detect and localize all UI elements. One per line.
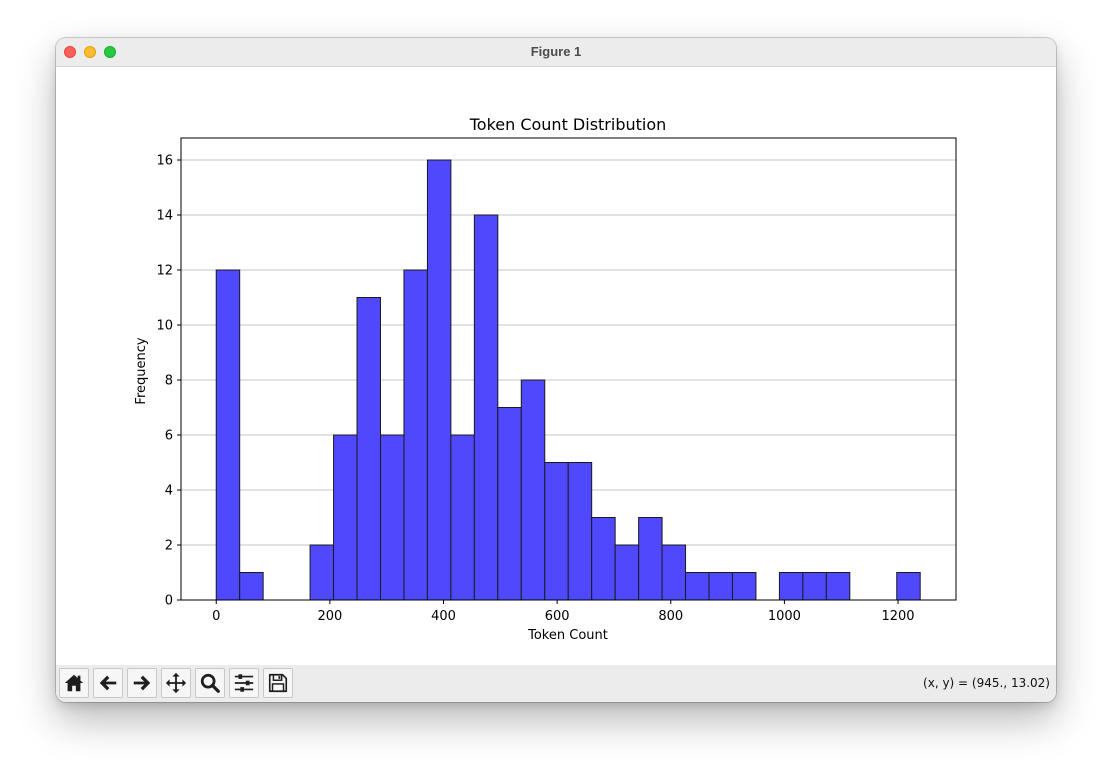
- save-button[interactable]: [263, 668, 293, 698]
- histogram-bar: [356, 297, 381, 601]
- y-tick-label: 6: [165, 429, 173, 444]
- minimize-window-button[interactable]: [84, 46, 96, 58]
- x-tick-label: 600: [545, 609, 570, 624]
- histogram-bar: [450, 434, 475, 601]
- y-tick-label: 16: [156, 154, 173, 169]
- pan-button[interactable]: [161, 668, 191, 698]
- histogram-bar: [379, 434, 405, 601]
- histogram-bar: [309, 544, 335, 601]
- y-axis-label: Frequency: [134, 337, 149, 404]
- y-tick-label: 8: [165, 374, 173, 389]
- histogram-bar: [708, 572, 733, 601]
- histogram-bar: [778, 572, 804, 601]
- y-tick-label: 4: [165, 484, 173, 499]
- histogram-bar: [403, 269, 428, 601]
- y-tick-label: 2: [165, 539, 173, 554]
- histogram-bar: [638, 517, 663, 601]
- histogram-bar: [497, 407, 522, 601]
- navigation-toolbar: (x, y) = (945., 13.02): [56, 665, 1056, 702]
- plot-frame: [180, 137, 957, 601]
- back-button[interactable]: [93, 668, 123, 698]
- cursor-coordinates: (x, y) = (945., 13.02): [923, 676, 1050, 690]
- histogram-bar: [426, 159, 452, 601]
- subplots-icon: [234, 674, 254, 692]
- zoom-button[interactable]: [195, 668, 225, 698]
- histogram-bar: [614, 544, 640, 601]
- back-arrow-icon: [99, 675, 117, 691]
- save-icon: [268, 673, 288, 693]
- y-tick-label: 10: [156, 319, 173, 334]
- histogram-bar: [239, 572, 264, 601]
- x-tick-label: 200: [317, 609, 342, 624]
- histogram-bar: [567, 462, 593, 601]
- histogram-bar: [544, 462, 569, 601]
- zoom-icon: [200, 673, 220, 693]
- x-tick-label: 0: [212, 609, 220, 624]
- y-tick-label: 0: [165, 594, 173, 609]
- histogram-chart: 0 200 400 600 800 1000 1200 0 2 4 6 8 10 12 14 16 Toke…: [134, 115, 957, 643]
- maximize-window-button[interactable]: [104, 46, 116, 58]
- pan-icon: [165, 672, 187, 694]
- chart-title: Token Count Distribution: [469, 115, 667, 134]
- figure-window: Figure 1 0 200 400 600 800 1000 1200 0 2 4 6 8 10 12…: [56, 38, 1056, 702]
- figure-canvas[interactable]: 0 200 400 600 800 1000 1200 0 2 4 6 8 10 12 14 16 Toke…: [56, 67, 1056, 665]
- home-icon: [64, 674, 84, 692]
- histogram-bar: [520, 379, 546, 601]
- configure-subplots-button[interactable]: [229, 668, 259, 698]
- histogram-bar: [731, 572, 757, 601]
- home-button[interactable]: [59, 668, 89, 698]
- histogram-bar: [591, 517, 616, 601]
- histogram-bar: [896, 572, 921, 601]
- y-grid-lines: [181, 159, 956, 546]
- x-axis-ticks: 0 200 400 600 800 1000 1200: [212, 600, 915, 624]
- close-window-button[interactable]: [64, 46, 76, 58]
- y-axis-ticks: 0 2 4 6 8 10 12 14 16: [156, 154, 181, 609]
- forward-arrow-icon: [133, 675, 151, 691]
- histogram-bars: [215, 159, 921, 601]
- histogram-bar: [685, 572, 710, 601]
- x-tick-label: 1000: [768, 609, 801, 624]
- histogram-bar: [661, 544, 687, 601]
- forward-button[interactable]: [127, 668, 157, 698]
- title-bar[interactable]: Figure 1: [56, 38, 1056, 67]
- x-tick-label: 1200: [881, 609, 914, 624]
- histogram-bar: [802, 572, 827, 601]
- x-axis-label: Token Count: [527, 628, 608, 643]
- histogram-bar: [215, 269, 241, 601]
- histogram-bar: [825, 572, 851, 601]
- y-tick-label: 12: [156, 264, 173, 279]
- histogram-bar: [333, 434, 358, 601]
- x-tick-label: 800: [658, 609, 683, 624]
- histogram-bar: [473, 214, 499, 601]
- window-title: Figure 1: [530, 44, 582, 59]
- x-tick-label: 400: [431, 609, 456, 624]
- y-tick-label: 14: [156, 209, 173, 224]
